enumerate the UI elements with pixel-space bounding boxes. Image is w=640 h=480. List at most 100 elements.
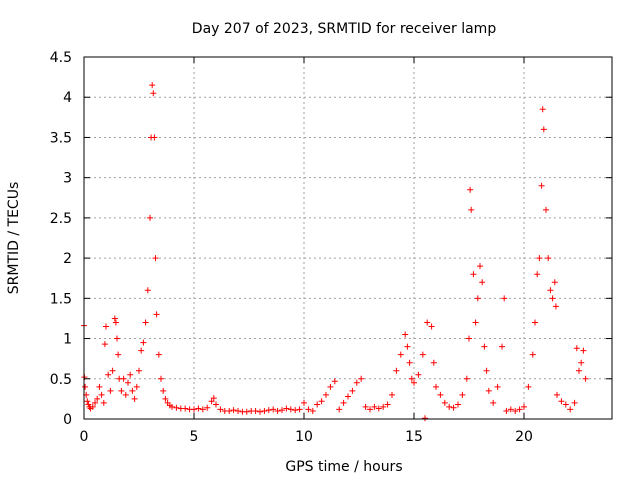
- data-point: [467, 186, 474, 193]
- y-tick-label: 0.5: [50, 372, 72, 388]
- data-point: [208, 398, 215, 405]
- data-point: [142, 319, 149, 326]
- data-point: [98, 391, 105, 398]
- data-point: [131, 395, 138, 402]
- data-point: [144, 287, 151, 294]
- data-point: [336, 406, 343, 413]
- data-point: [345, 393, 351, 400]
- data-point: [150, 90, 157, 97]
- data-point: [103, 323, 109, 330]
- data-point: [226, 407, 233, 414]
- data-point: [450, 404, 457, 411]
- data-point: [147, 214, 153, 221]
- data-point: [573, 345, 580, 352]
- data-point: [107, 387, 114, 394]
- data-point: [257, 408, 263, 415]
- data-point: [512, 407, 519, 414]
- data-point: [580, 347, 587, 354]
- data-point: [545, 255, 552, 262]
- data-point: [105, 371, 112, 378]
- data-point: [279, 407, 285, 414]
- data-point: [446, 403, 453, 410]
- data-point: [136, 367, 142, 374]
- data-point: [367, 406, 373, 413]
- data-point: [314, 401, 321, 408]
- data-point: [149, 82, 156, 89]
- data-point: [122, 391, 129, 398]
- data-points: [81, 82, 589, 422]
- data-point: [558, 398, 565, 405]
- data-point: [340, 399, 347, 406]
- data-point: [153, 311, 160, 318]
- data-point: [309, 407, 316, 414]
- data-point: [525, 383, 532, 390]
- data-point: [474, 295, 481, 302]
- data-point: [477, 263, 483, 270]
- data-point: [389, 391, 395, 398]
- data-point: [230, 407, 237, 414]
- data-point: [318, 398, 325, 405]
- data-point: [84, 398, 91, 405]
- data-point: [127, 371, 134, 378]
- y-tick-label: 3: [63, 171, 72, 187]
- data-point: [243, 408, 250, 415]
- y-tick-label: 0: [63, 412, 72, 428]
- data-point: [155, 351, 162, 358]
- data-point: [433, 383, 439, 390]
- chart-title: Day 207 of 2023, SRMTID for receiver lam…: [192, 21, 497, 37]
- data-point: [112, 319, 119, 326]
- x-tick-label: 20: [515, 429, 533, 445]
- data-point: [362, 403, 369, 410]
- data-point: [576, 367, 582, 374]
- data-point: [96, 383, 103, 390]
- data-point: [375, 405, 382, 412]
- data-point: [323, 391, 329, 398]
- data-point: [582, 375, 589, 382]
- data-point: [538, 182, 545, 189]
- data-point: [470, 271, 477, 278]
- data-point: [270, 406, 277, 413]
- data-point: [138, 347, 145, 354]
- data-point: [380, 403, 387, 410]
- data-point: [404, 343, 411, 350]
- data-point: [516, 406, 523, 413]
- data-point: [210, 395, 217, 402]
- y-tick-label: 4: [63, 90, 72, 106]
- data-point: [437, 391, 444, 398]
- data-point: [252, 407, 259, 414]
- y-tick-label: 1: [63, 332, 72, 348]
- data-point: [217, 406, 224, 413]
- data-point: [507, 406, 514, 413]
- data-point: [162, 395, 169, 402]
- data-point: [235, 407, 241, 414]
- data-point: [129, 387, 136, 394]
- y-tick-label: 2.5: [50, 211, 72, 227]
- y-axis-label: SRMTID / TECUs: [6, 182, 22, 295]
- data-point: [115, 351, 122, 358]
- data-point: [173, 404, 180, 411]
- data-point: [283, 405, 290, 412]
- data-point: [397, 351, 404, 358]
- data-point: [204, 404, 211, 411]
- data-point: [358, 375, 365, 382]
- data-point: [82, 383, 89, 390]
- data-point: [490, 399, 497, 406]
- data-point: [287, 406, 294, 413]
- data-point: [296, 406, 303, 413]
- data-point: [393, 367, 400, 374]
- data-point: [540, 126, 547, 133]
- data-point: [494, 383, 501, 390]
- data-point: [384, 401, 391, 408]
- data-point: [485, 387, 492, 394]
- data-point: [534, 271, 541, 278]
- data-point: [406, 359, 413, 366]
- data-point: [261, 407, 268, 414]
- data-point: [501, 295, 508, 302]
- data-point: [100, 399, 107, 406]
- data-point: [419, 351, 426, 358]
- data-point: [536, 255, 543, 262]
- data-point: [483, 367, 490, 374]
- data-point: [89, 403, 96, 410]
- x-tick-label: 5: [190, 429, 199, 445]
